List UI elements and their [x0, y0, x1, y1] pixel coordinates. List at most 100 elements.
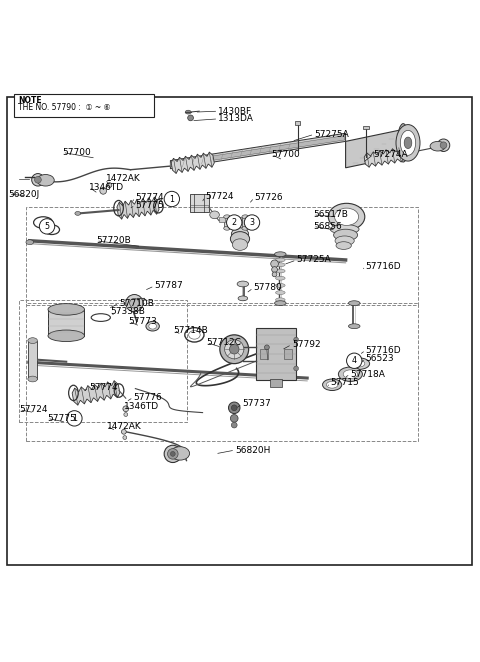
Circle shape [271, 260, 278, 267]
Text: 57710B: 57710B [119, 299, 154, 308]
Bar [295, 120, 300, 124]
Circle shape [164, 191, 180, 207]
Text: 57718A: 57718A [350, 369, 385, 379]
Text: 57714B: 57714B [174, 326, 208, 334]
Circle shape [123, 406, 129, 412]
Ellipse shape [276, 276, 285, 280]
Ellipse shape [328, 203, 365, 230]
Ellipse shape [353, 360, 365, 367]
Ellipse shape [334, 229, 358, 241]
Text: 1430BF: 1430BF [218, 107, 252, 116]
Text: 1346TD: 1346TD [124, 402, 159, 411]
Ellipse shape [330, 224, 359, 234]
Bar [219, 216, 225, 222]
Circle shape [126, 295, 143, 312]
Text: 56820J: 56820J [9, 190, 40, 199]
Ellipse shape [28, 338, 37, 344]
Circle shape [437, 139, 450, 152]
Circle shape [294, 366, 299, 371]
Text: 57274A: 57274A [373, 150, 408, 159]
Ellipse shape [276, 291, 285, 295]
Bar [190, 194, 209, 212]
Ellipse shape [348, 358, 370, 369]
Polygon shape [170, 133, 346, 169]
Text: 57275A: 57275A [314, 130, 349, 139]
Bar [48, 309, 84, 336]
Circle shape [244, 215, 260, 230]
Text: 5: 5 [45, 222, 49, 231]
Ellipse shape [276, 269, 285, 273]
Circle shape [32, 173, 44, 186]
Ellipse shape [276, 298, 285, 302]
Text: 57724: 57724 [19, 405, 48, 414]
Text: 57792: 57792 [292, 340, 321, 349]
Ellipse shape [276, 263, 285, 267]
Circle shape [121, 430, 126, 434]
Ellipse shape [232, 239, 248, 250]
Bar [284, 350, 292, 359]
Text: 56856: 56856 [313, 222, 342, 231]
Ellipse shape [224, 226, 230, 230]
Text: 57716D: 57716D [366, 346, 401, 355]
Circle shape [229, 344, 239, 354]
Circle shape [228, 402, 240, 414]
Ellipse shape [275, 252, 286, 257]
Circle shape [130, 299, 139, 308]
Bar [224, 216, 230, 228]
Text: 56820H: 56820H [235, 446, 271, 455]
Circle shape [230, 414, 238, 422]
Text: 4: 4 [352, 356, 357, 365]
Circle shape [100, 187, 107, 194]
Text: 57737: 57737 [242, 399, 271, 408]
Bar [256, 328, 296, 381]
Text: 57774: 57774 [89, 383, 118, 392]
Polygon shape [171, 152, 214, 173]
Circle shape [164, 446, 181, 463]
Text: NOTE: NOTE [18, 96, 42, 105]
Bar [260, 350, 268, 359]
Ellipse shape [397, 124, 409, 162]
Circle shape [231, 405, 237, 410]
Ellipse shape [185, 110, 191, 114]
Ellipse shape [348, 301, 360, 306]
Circle shape [188, 115, 193, 120]
Text: 56517B: 56517B [313, 211, 348, 219]
Ellipse shape [275, 301, 286, 306]
Text: 57725A: 57725A [297, 256, 331, 264]
Circle shape [39, 218, 55, 234]
Ellipse shape [210, 211, 219, 218]
Text: 57775: 57775 [135, 201, 164, 210]
Text: 57338B: 57338B [110, 307, 145, 316]
Ellipse shape [335, 236, 354, 246]
Text: 1472AK: 1472AK [106, 174, 140, 183]
Text: 57712C: 57712C [206, 338, 241, 347]
Text: 57774: 57774 [135, 193, 164, 202]
Polygon shape [364, 148, 404, 167]
Text: 56523: 56523 [366, 354, 395, 363]
Ellipse shape [170, 447, 190, 460]
Bar [242, 216, 249, 228]
Text: 57780: 57780 [253, 283, 282, 293]
Ellipse shape [338, 367, 362, 381]
Text: 57716D: 57716D [366, 261, 401, 271]
Text: 57787: 57787 [155, 281, 183, 291]
Ellipse shape [276, 283, 285, 287]
Text: THE NO. 57790 :  ① ~ ⑥: THE NO. 57790 : ① ~ ⑥ [18, 103, 111, 111]
Circle shape [347, 353, 362, 369]
Text: 1: 1 [72, 414, 77, 423]
Polygon shape [346, 129, 403, 167]
Ellipse shape [48, 330, 84, 342]
Ellipse shape [335, 208, 359, 225]
Polygon shape [117, 197, 159, 219]
Polygon shape [170, 136, 345, 167]
Polygon shape [72, 381, 120, 405]
Text: 3: 3 [250, 218, 254, 227]
Text: 57773: 57773 [129, 317, 157, 326]
Circle shape [123, 436, 127, 440]
Bar [237, 216, 242, 222]
Text: 57776: 57776 [133, 393, 162, 402]
Text: 57775: 57775 [47, 414, 76, 423]
Bar [28, 341, 37, 379]
Circle shape [294, 337, 299, 342]
Ellipse shape [326, 381, 338, 388]
